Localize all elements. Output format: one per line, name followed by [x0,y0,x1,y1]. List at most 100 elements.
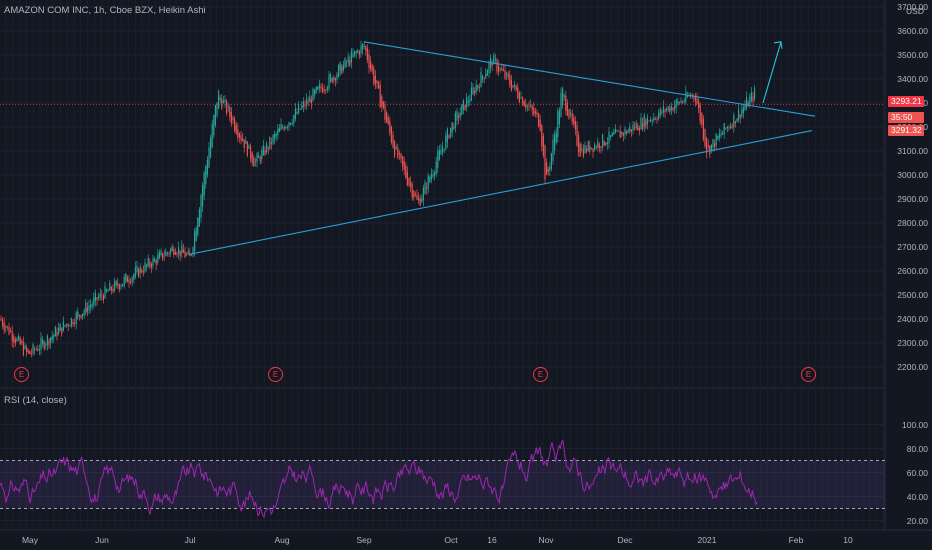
candle-body [522,97,524,106]
candle-body [13,336,15,343]
earnings-event-icon[interactable]: E [268,367,283,382]
candle-body [77,311,79,319]
candle-body [562,88,564,105]
candle-body [134,267,136,277]
candle-body [283,126,285,130]
candle-body [483,77,485,79]
candle-body [88,305,90,310]
candle-body [226,100,228,114]
time-tick-label: 16 [487,535,497,545]
candle-body [19,337,21,345]
candle-body [306,98,308,106]
candle-body [686,96,688,98]
candle-body [619,130,621,138]
candle-body [270,142,272,144]
candle-body [750,92,752,101]
candle-body [699,104,701,122]
candle-body [698,101,700,108]
candle-body [312,89,314,102]
candle-body [635,122,637,129]
candle-body [163,255,165,257]
candle-body [629,126,631,132]
candle-body [618,130,620,132]
candle-body [197,217,199,235]
candle-body [696,98,698,104]
candle-body [344,58,346,68]
candle-body [133,274,135,280]
candle-body [91,304,93,307]
earnings-event-icon[interactable]: E [801,367,816,382]
candle-body [614,129,616,134]
candle-body [317,86,319,90]
candle-body [66,323,68,326]
candle-body [413,190,415,198]
candle-body [112,288,114,292]
candle-body [374,75,376,85]
candle-body [669,108,671,113]
rsi-line [0,439,758,519]
candle-body [690,95,692,97]
candle-body [432,174,434,177]
candle-body [176,253,178,255]
candle-body [10,330,12,332]
candle-body [518,92,520,103]
candle-body [326,87,328,91]
candle-body [709,145,711,155]
candle-body [613,132,615,135]
time-tick-label: 2021 [697,535,717,545]
candle-body [96,297,98,300]
candle-body [622,133,624,136]
candle-body [139,266,141,273]
candle-body [398,152,400,155]
candle-body [106,289,108,293]
candle-body [694,96,696,101]
candle-body [227,106,229,108]
candle-body [592,148,594,153]
candle-body [118,284,120,290]
candle-body [37,349,39,351]
candle-body [238,133,240,138]
candle-body [741,109,743,117]
candle-body [157,254,159,263]
candle-body [608,131,610,144]
candle-body [26,347,28,352]
candle-body [331,78,333,83]
candle-body [358,51,360,56]
candle-body [499,68,501,70]
candle-body [442,147,444,153]
candle-body [155,260,157,265]
candle-body [456,111,458,121]
candle-body [357,50,359,53]
rsi-indicator-title[interactable]: RSI (14, close) [4,395,67,406]
candle-body [747,102,749,106]
candle-body [299,108,301,110]
candle-body [123,276,125,286]
candle-body [590,147,592,149]
candle-body [165,251,167,257]
candle-body [46,335,48,345]
candle-body [42,339,44,344]
candle-body [178,247,180,254]
candle-body [35,349,37,350]
candle-body [371,65,373,72]
candle-body [251,152,253,164]
candle-body [754,88,756,99]
candle-body [342,64,344,71]
earnings-event-icon[interactable]: E [14,367,29,382]
candle-body [82,313,84,317]
earnings-event-icon[interactable]: E [533,367,548,382]
time-tick-label: Jul [184,535,196,545]
candle-body [650,119,652,122]
candle-body [181,245,183,254]
candle-body [34,348,36,350]
candle-body [291,122,293,124]
candle-body [666,109,668,111]
candle-body [501,68,503,71]
candle-body [554,134,556,151]
candle-body [731,126,733,128]
candle-body [720,134,722,136]
candle-body [611,132,613,137]
candle-body [656,118,658,120]
